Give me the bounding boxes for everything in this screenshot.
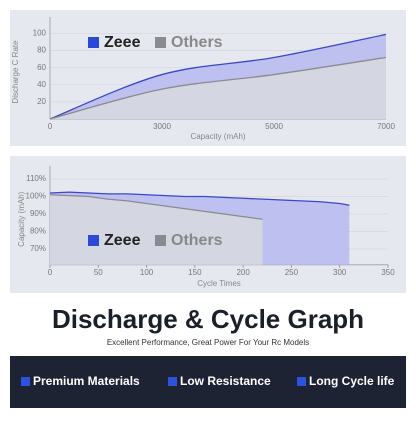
x-axis-label: Cycle Times — [197, 279, 241, 288]
series-line — [49, 33, 387, 120]
legend-swatch — [155, 235, 166, 246]
legend-label: Others — [171, 34, 223, 51]
feature-bar — [10, 356, 406, 408]
y-tick-label: 80% — [30, 227, 46, 236]
x-tick-label: 0 — [48, 122, 53, 131]
y-tick-label: 60 — [37, 63, 46, 72]
x-tick-label: 3000 — [153, 122, 171, 131]
x-tick-label: 50 — [94, 268, 103, 277]
y-tick-label: 70% — [30, 244, 46, 253]
x-tick-label: 0 — [48, 268, 53, 277]
legend-swatch — [155, 37, 166, 48]
series-line — [49, 191, 350, 206]
x-tick-label: 100 — [140, 268, 154, 277]
y-tick-label: 20 — [37, 97, 46, 106]
bullet — [21, 377, 30, 386]
feature: Long Cycle life — [309, 374, 395, 388]
x-tick-label: 5000 — [265, 122, 283, 131]
legend-label: Others — [171, 232, 223, 249]
legend-label: Zeee — [104, 232, 141, 249]
feature: Premium Materials — [33, 374, 140, 388]
x-tick-label: 250 — [285, 268, 299, 277]
headline: Discharge & Cycle Graph — [52, 304, 364, 334]
series-line — [49, 56, 387, 120]
bullet — [168, 377, 177, 386]
x-tick-label: 300 — [333, 268, 347, 277]
y-axis-label: Discharge C Rate — [11, 40, 20, 104]
y-tick-label: 90% — [30, 209, 46, 218]
subtitle: Excellent Performance, Great Power For Y… — [107, 338, 309, 347]
legend-swatch — [88, 235, 99, 246]
area-fill — [50, 57, 386, 119]
y-tick-label: 110% — [26, 174, 46, 183]
y-axis-label: Capacity (mAh) — [17, 191, 26, 246]
x-tick-label: 150 — [188, 268, 202, 277]
y-tick-label: 80 — [37, 46, 46, 55]
bullet — [297, 377, 306, 386]
legend-swatch — [88, 37, 99, 48]
y-tick-label: 40 — [37, 80, 46, 89]
y-tick-label: 100% — [26, 192, 46, 201]
legend-label: Zeee — [104, 34, 141, 51]
series-line — [49, 194, 263, 220]
x-tick-label: 200 — [236, 268, 250, 277]
x-tick-label: 350 — [381, 268, 395, 277]
x-axis-label: Capacity (mAh) — [190, 132, 245, 141]
y-tick-label: 100 — [33, 29, 47, 38]
feature: Low Resistance — [180, 374, 271, 388]
x-tick-label: 7000 — [377, 122, 395, 131]
